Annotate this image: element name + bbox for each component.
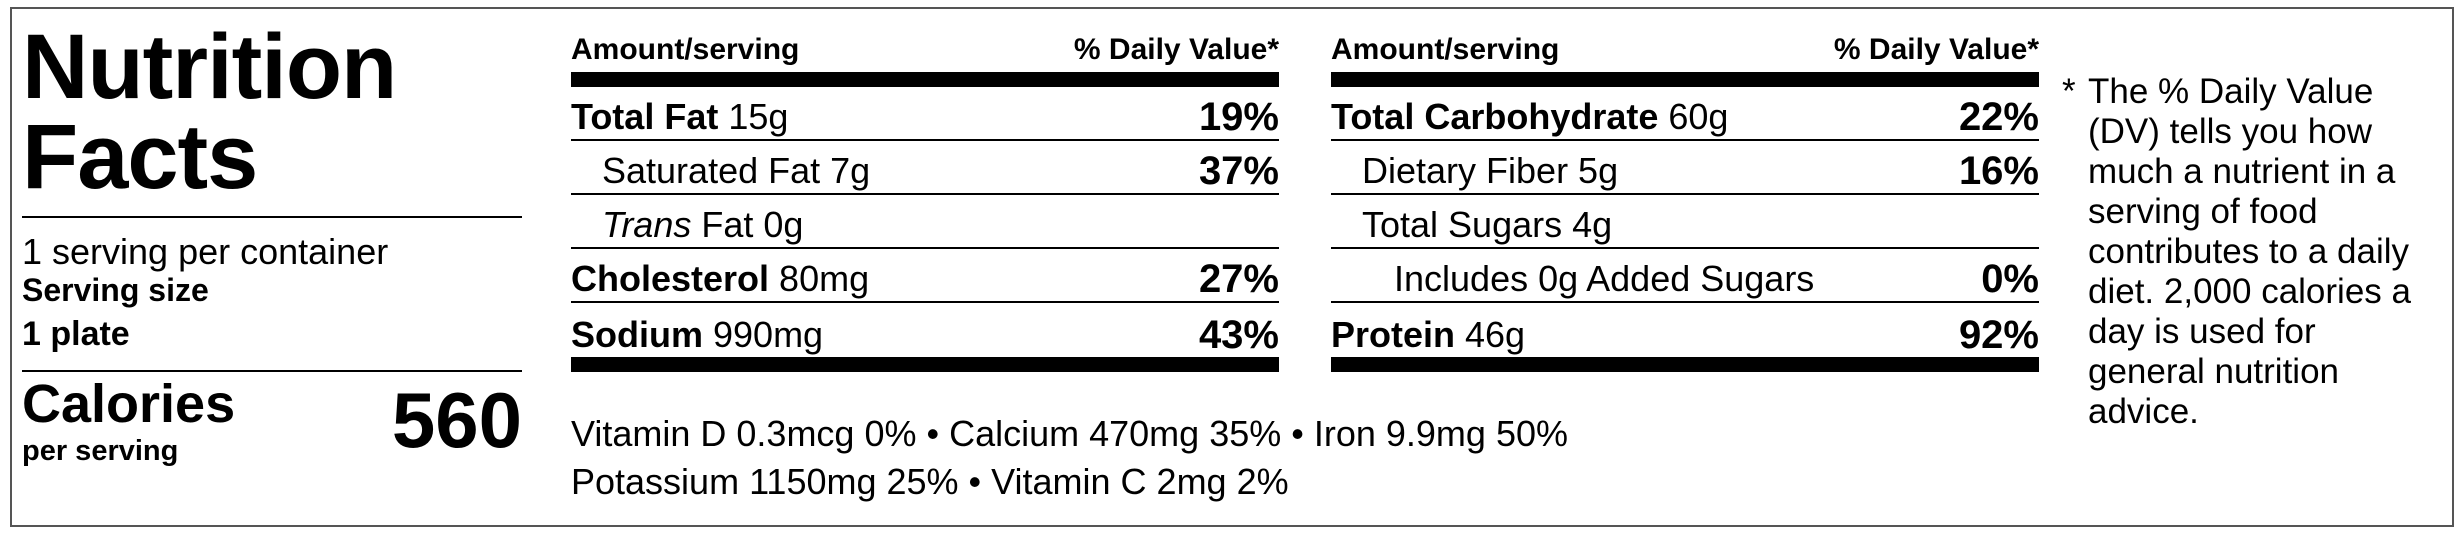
daily-value-header: % Daily Value* [1073,33,1279,66]
footnote-asterisk: * [2062,72,2076,111]
title-facts: Facts [22,106,258,208]
nutrient-row-added-sugars: Includes 0g Added Sugars 0% [1331,249,2039,303]
calories-label: Calories [22,374,236,434]
amount-serving-header: Amount/serving [1331,33,1560,66]
calories-value: 560 [391,376,522,464]
nutrient-row-protein: Protein 46g 92% [1331,303,2039,357]
nutrient-percent: 92% [1958,313,2039,357]
per-serving-label: per serving [22,435,179,467]
nutrient-name: Cholesterol [571,258,770,299]
nutrient-name: Dietary Fiber 5g [1362,150,1619,191]
nutrient-row-cholesterol: Cholesterol 80mg 27% [571,249,1279,303]
nutrient-name: Total Sugars 4g [1362,204,1613,245]
nutrient-amount: 80mg [769,258,870,299]
nutrient-row-sodium: Sodium 990mg 43% [571,303,1279,357]
nutrient-name: Total Carbohydrate [1331,96,1659,137]
serving-size-value: 1 plate [22,315,130,353]
divider [22,216,522,218]
divider [22,370,522,372]
nutrient-amount: 15g [718,96,789,137]
nutrient-name-italic: Trans [602,204,692,245]
nutrition-label [10,7,2454,527]
servings-per-container: 1 serving per container [22,231,389,272]
nutrient-row-trans-fat: Trans Fat 0g [571,195,1279,249]
nutrient-row-total-fat: Total Fat 15g 19% [571,87,1279,141]
vitamins-minerals: Vitamin D 0.3mcg 0% • Calcium 470mg 35% … [571,410,1568,506]
nutrient-percent: 27% [1198,257,1279,301]
amount-serving-header: Amount/serving [571,33,800,66]
nutrient-row-total-carbohydrate: Total Carbohydrate 60g 22% [1331,87,2039,141]
nutrient-name: Sodium [571,314,703,355]
nutrient-amount: 990mg [703,314,824,355]
nutrient-name: Total Fat [571,96,719,137]
title-nutrition: Nutrition [22,16,397,118]
table-header: Amount/serving % Daily Value* [571,28,1279,72]
nutrient-percent: 37% [1198,149,1279,193]
nutrient-percent: 0% [1981,257,2039,301]
nutrient-table-left: Amount/serving % Daily Value* Total Fat … [571,28,1279,372]
calories-row: Calories per serving 560 [22,372,522,470]
thick-bar [1331,72,2039,87]
label-summary-column: Nutrition Facts 1 serving per container … [22,16,522,470]
nutrient-name: Saturated Fat 7g [602,150,871,191]
vitamins-line-2: Potassium 1150mg 25% • Vitamin C 2mg 2% [571,461,1289,502]
nutrient-percent: 43% [1198,313,1279,357]
nutrient-percent: 16% [1958,149,2039,193]
table-header: Amount/serving % Daily Value* [1331,28,2039,72]
footnote-text: The % Daily Value (DV) tells you how muc… [2088,72,2411,431]
nutrient-name: Fat 0g [691,204,804,245]
nutrient-amount: 46g [1455,314,1526,355]
nutrient-name: Protein [1331,314,1456,355]
daily-value-header: % Daily Value* [1833,33,2039,66]
nutrient-name: Includes 0g Added Sugars [1394,258,1815,299]
thick-bar [1331,357,2039,372]
serving-size-label: Serving size [22,272,209,308]
nutrient-row-dietary-fiber: Dietary Fiber 5g 16% [1331,141,2039,195]
daily-value-footnote: * The % Daily Value (DV) tells you how m… [2062,72,2442,432]
nutrient-amount: 60g [1658,96,1729,137]
vitamins-line-1: Vitamin D 0.3mcg 0% • Calcium 470mg 35% … [571,413,1568,454]
nutrient-row-saturated-fat: Saturated Fat 7g 37% [571,141,1279,195]
thick-bar [571,357,1279,372]
nutrient-row-total-sugars: Total Sugars 4g [1331,195,2039,249]
nutrient-percent: 19% [1198,95,1279,139]
nutrient-table-right: Amount/serving % Daily Value* Total Carb… [1331,28,2039,372]
thick-bar [571,72,1279,87]
nutrient-percent: 22% [1958,95,2039,139]
